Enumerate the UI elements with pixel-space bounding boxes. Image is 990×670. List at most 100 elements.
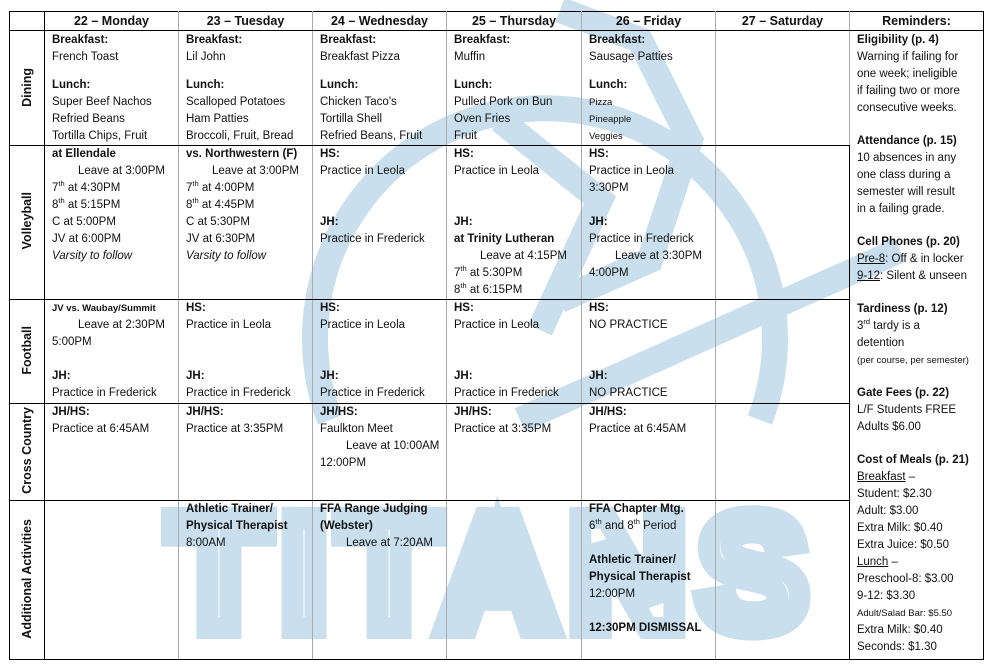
text-segment: – [905,471,916,483]
text-line [589,334,715,351]
text-line: Practice in Leola [186,319,272,331]
text-segment: Period [639,520,677,532]
text-line: Breakfast Pizza [320,51,400,63]
schedule-cell: HS: NO PRACTICE JH: NO PRACTICE [581,299,716,404]
text-line: Scalloped Potatoes [186,96,286,108]
text-line: Practice at 3:35PM [454,423,552,435]
day-header: 27 – Saturday [715,11,850,31]
text-line [320,180,446,197]
text-line: Broccoli, Fruit, Bread [186,130,294,142]
text-line: Practice in Leola [454,165,540,177]
text-segment: Lunch [857,556,889,568]
text-line: Faulkton Meet [320,423,393,435]
text-line: Preschool-8: $3.00 [857,573,954,585]
text-line [454,197,581,214]
text-line: Pulled Pork on Bun [454,96,553,108]
text-line: Fruit [454,130,477,142]
text-line: Gate Fees (p. 22) [857,387,950,399]
day-header: 23 – Tuesday [178,11,313,31]
text-line: Muffin [454,51,486,63]
text-segment: : Silent & unseen [880,270,967,282]
day-header: 24 – Wednesday [312,11,447,31]
text-line: JH: [589,216,608,228]
text-line: at Trinity Lutheran [454,233,555,245]
schedule-cell [715,145,850,300]
text-line [857,218,983,234]
text-line [857,117,983,133]
schedule-cell [715,30,850,146]
text-line: JV at 6:00PM [52,233,122,245]
text-line: Physical Therapist [589,571,691,583]
text-segment: th [460,264,467,273]
text-line [320,197,446,214]
text-line: one class during a [857,169,951,181]
schedule-cell: FFA Chapter Mtg. 6th and 8th Period Athlet… [581,500,716,660]
text-segment: at 5:15PM [64,199,121,211]
text-line: HS: [589,148,609,160]
text-line: Lunch: [589,79,628,91]
text-line: Breakfast: [589,34,646,46]
text-segment: rd [863,317,871,326]
text-line: JH: [186,370,205,382]
schedule-cell: vs. Northwestern (F) Leave at 3:00PM 7th a… [178,145,313,300]
row-label-cell: Cross Country [9,403,45,501]
text-segment: at 4:45PM [198,199,255,211]
text-line: JH/HS: [186,406,224,418]
text-segment: th [58,196,65,205]
text-line: C at 5:30PM [186,216,250,228]
text-segment: tardy is a [870,320,920,332]
text-line: HS: [454,302,474,314]
text-line: Ham Patties [186,113,249,125]
text-line: JH/HS: [589,406,627,418]
text-line [454,180,581,197]
text-line: 9-12: $3.30 [857,590,916,602]
text-line: Breakfast – [857,469,983,486]
text-line: Practice in Frederick [320,233,425,245]
corner-cell [9,11,45,31]
text-line: at Ellendale [52,148,116,160]
text-line [52,351,178,368]
text-segment: at 4:30PM [64,182,121,194]
text-segment: 8 [52,199,59,211]
text-line [589,351,715,368]
day-header: 25 – Thursday [446,11,582,31]
schedule-cell: Breakfast: Sausage Patties Lunch: Pizza Pine… [581,30,716,146]
text-line: Breakfast: [186,34,243,46]
text-line: 6th and 8th Period [589,518,715,535]
text-line: JH/HS: [454,406,492,418]
text-line [320,334,446,351]
text-line: semester will result [857,186,955,198]
text-line: 3rd tardy is a [857,318,983,335]
text-line: 7th at 4:00PM [186,180,312,197]
text-line: Student: $2.30 [857,488,932,500]
text-line: NO PRACTICE [589,319,668,331]
text-line: Warning if failing for [857,51,959,63]
row-label: Football [20,325,34,375]
text-line: 12:30PM DISMISSAL [589,622,702,634]
text-segment: th [58,179,65,188]
text-line: consecutive weeks. [857,102,957,114]
text-segment: at 5:30PM [466,267,523,279]
row-label-cell: Volleyball [9,145,45,300]
text-segment: 8 [454,284,461,296]
schedule-cell [446,500,582,660]
text-line: Practice at 6:45AM [589,423,687,435]
text-segment: 8 [186,199,193,211]
text-line: Practice in Frederick [589,233,694,245]
text-line: Extra Juice: $0.50 [857,539,950,551]
text-line: Practice in Leola [320,165,406,177]
text-line: French Toast [52,51,119,63]
text-line: Seconds: $1.30 [857,641,937,653]
text-line: Tardiness (p. 12) [857,303,948,315]
text-line: Practice in Frederick [186,387,291,399]
text-line: Leave at 4:15PM [480,250,567,262]
text-line: HS: [454,148,474,160]
text-line: FFA Range Judging [320,503,428,515]
text-line: Varsity to follow [186,250,267,262]
text-segment: th [460,281,467,290]
text-line: Practice in Frederick [454,387,559,399]
text-segment: and 8 [601,520,634,532]
text-segment: 3 [857,320,864,332]
text-line: JV vs. Waubay/Summit [52,303,156,314]
text-line [454,334,581,351]
